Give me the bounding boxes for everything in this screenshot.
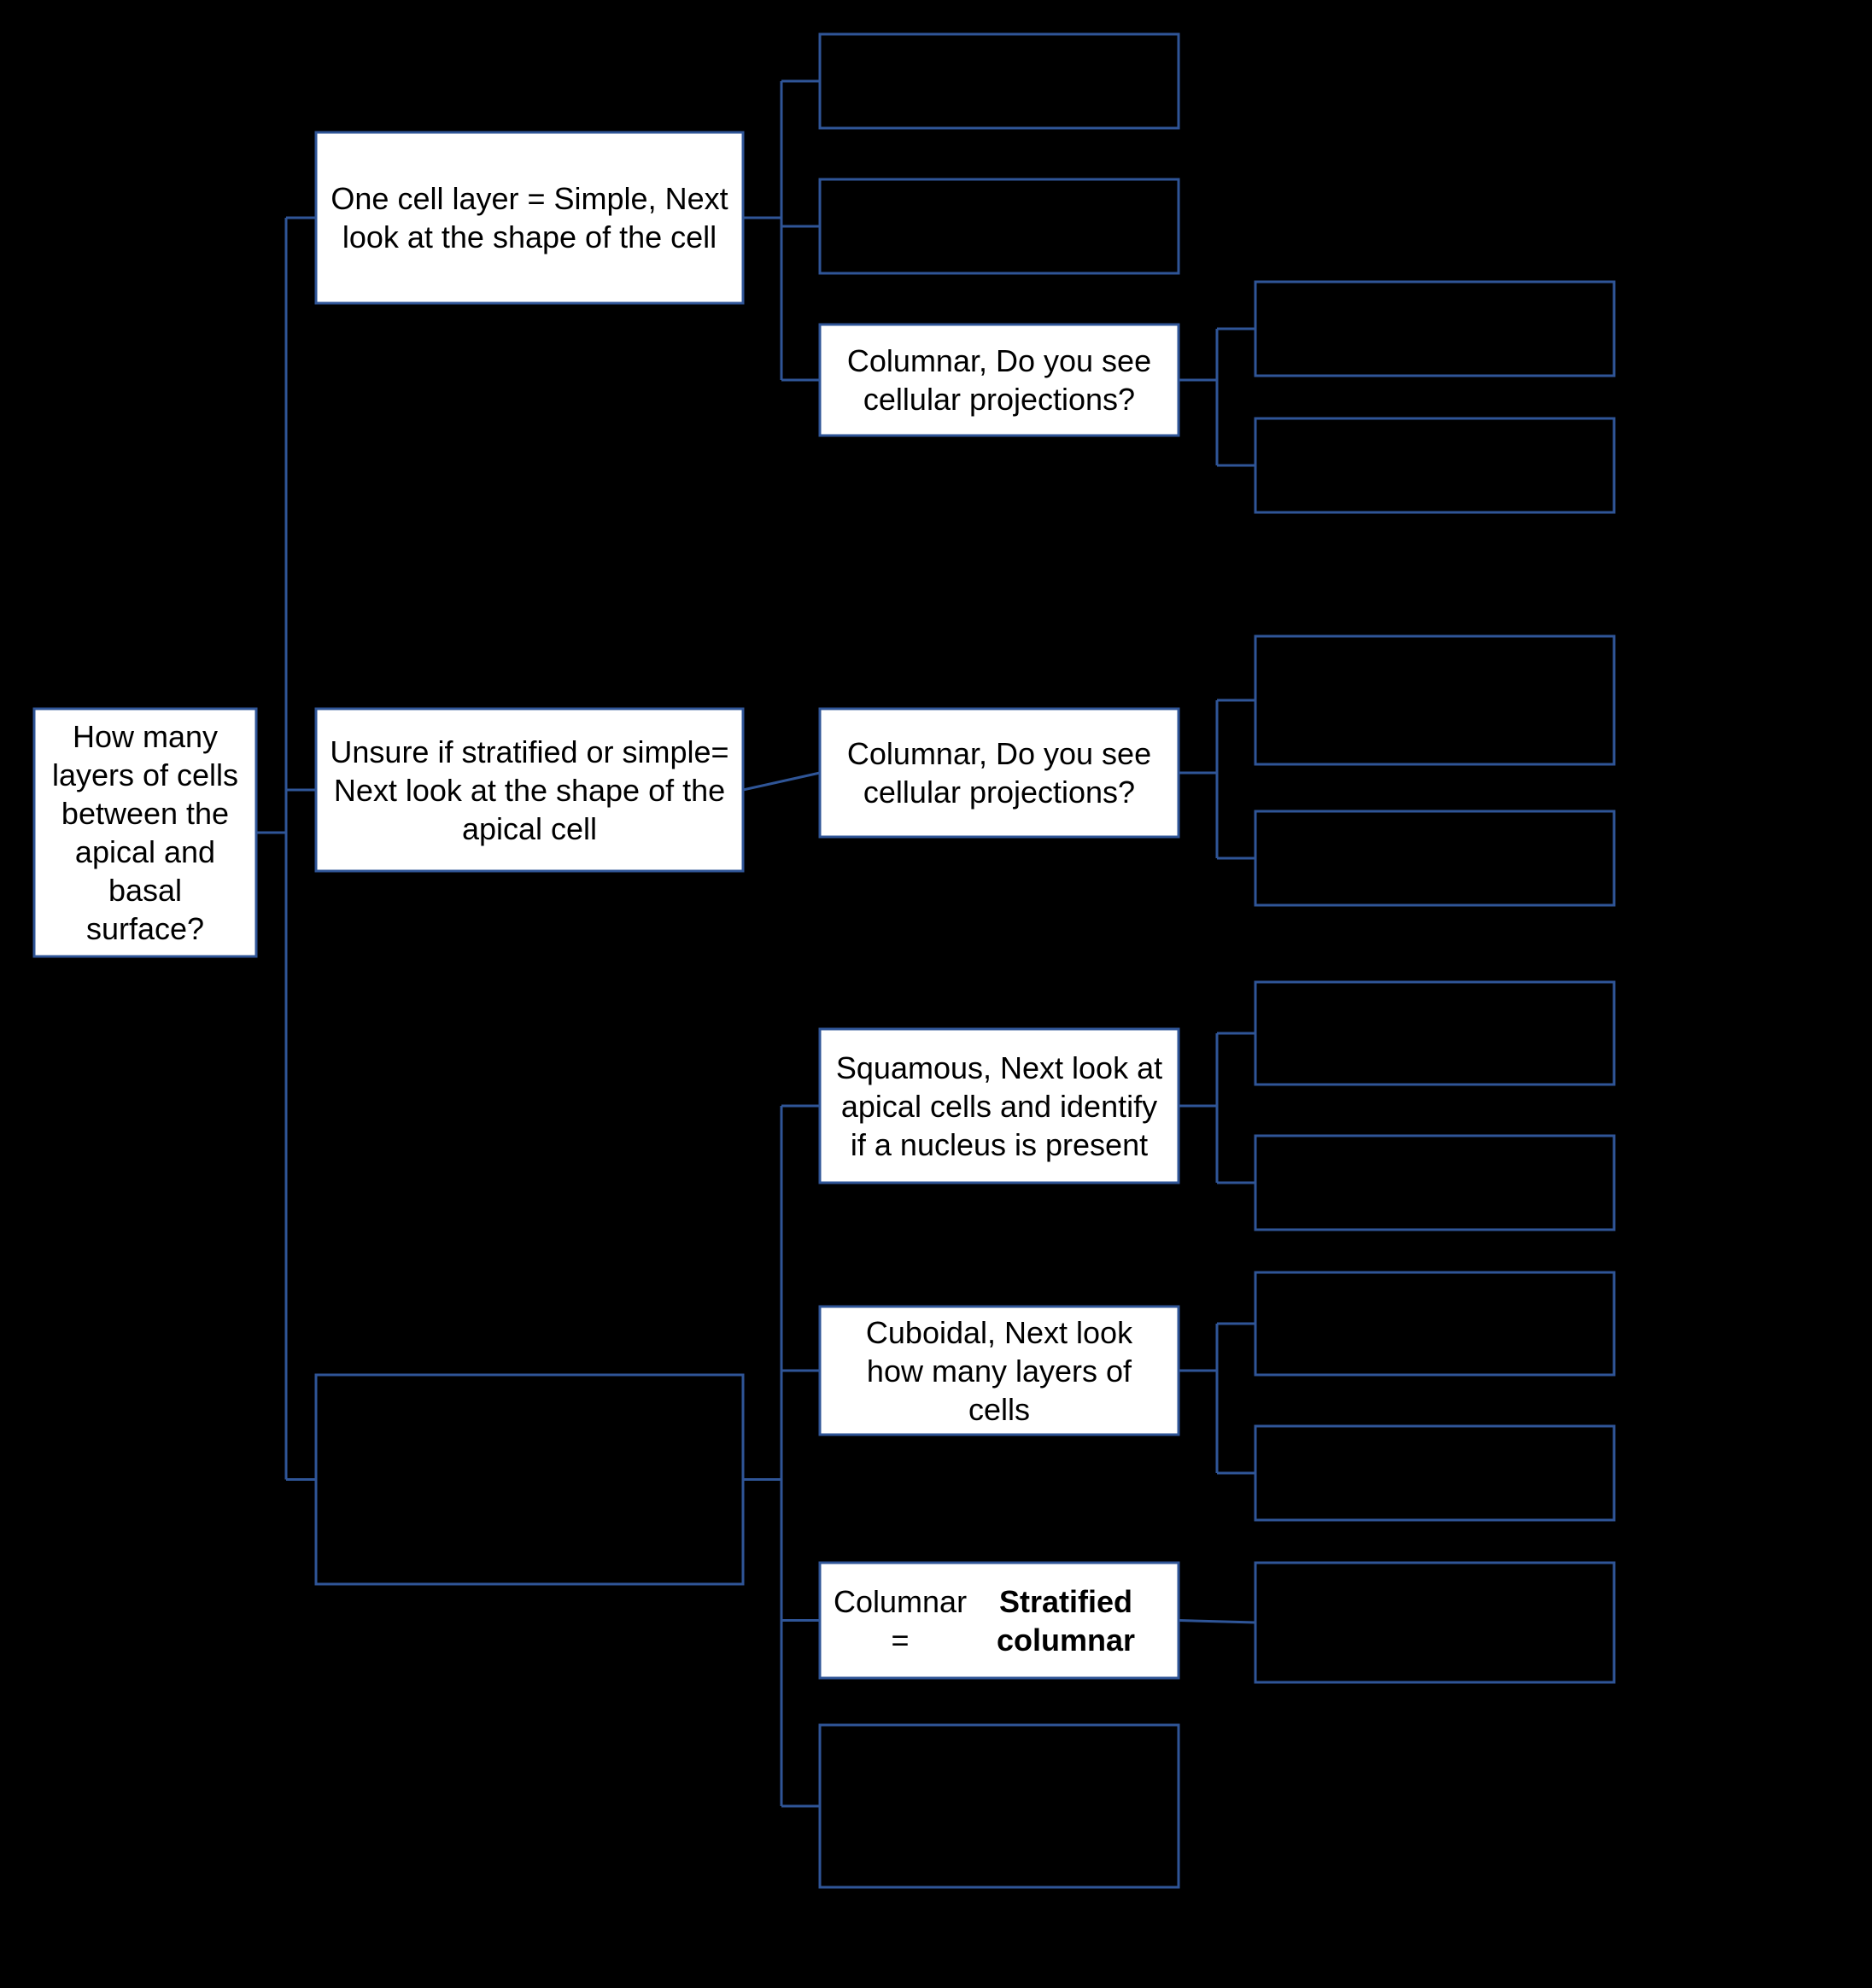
node-b2: Unsure if stratified or simple= Next loo…	[316, 709, 743, 871]
node-c7: Columnar = Stratified columnar	[820, 1563, 1179, 1678]
node-label: Columnar, Do you see cellular projection…	[820, 325, 1179, 436]
node-c2	[820, 179, 1179, 273]
node-label: Cuboidal, Next look how many layers of c…	[820, 1307, 1179, 1435]
node-rect	[1255, 1563, 1614, 1682]
node-d7	[1255, 1272, 1614, 1375]
node-label: How many layers of cells between the api…	[34, 709, 256, 956]
node-rect	[820, 1725, 1179, 1887]
node-d3	[1255, 636, 1614, 764]
node-c6: Cuboidal, Next look how many layers of c…	[820, 1307, 1179, 1435]
node-d9	[1255, 1563, 1614, 1682]
node-label: Columnar = Stratified columnar	[820, 1563, 1179, 1678]
node-c8	[820, 1725, 1179, 1887]
node-rect	[1255, 418, 1614, 512]
node-label: Squamous, Next look at apical cells and …	[820, 1029, 1179, 1183]
node-d5	[1255, 982, 1614, 1085]
node-rect	[1255, 1272, 1614, 1375]
connector	[1179, 1621, 1255, 1623]
node-d4	[1255, 811, 1614, 905]
node-d2	[1255, 418, 1614, 512]
node-b3	[316, 1375, 743, 1584]
node-d6	[1255, 1136, 1614, 1230]
node-d1	[1255, 282, 1614, 376]
node-rect	[1255, 282, 1614, 376]
node-d8	[1255, 1426, 1614, 1520]
node-c1	[820, 34, 1179, 128]
node-rect	[820, 34, 1179, 128]
node-rect	[1255, 982, 1614, 1085]
node-b1: One cell layer = Simple, Next look at th…	[316, 132, 743, 303]
node-rect	[1255, 636, 1614, 764]
node-label: Columnar, Do you see cellular projection…	[820, 709, 1179, 837]
connector	[743, 773, 820, 790]
node-c3: Columnar, Do you see cellular projection…	[820, 325, 1179, 436]
node-rect	[316, 1375, 743, 1584]
node-label: One cell layer = Simple, Next look at th…	[316, 132, 743, 303]
node-rect	[1255, 1136, 1614, 1230]
node-rect	[820, 179, 1179, 273]
node-rect	[1255, 811, 1614, 905]
node-root: How many layers of cells between the api…	[34, 709, 256, 956]
node-rect	[1255, 1426, 1614, 1520]
node-c4: Columnar, Do you see cellular projection…	[820, 709, 1179, 837]
node-label: Unsure if stratified or simple= Next loo…	[316, 709, 743, 871]
node-c5: Squamous, Next look at apical cells and …	[820, 1029, 1179, 1183]
